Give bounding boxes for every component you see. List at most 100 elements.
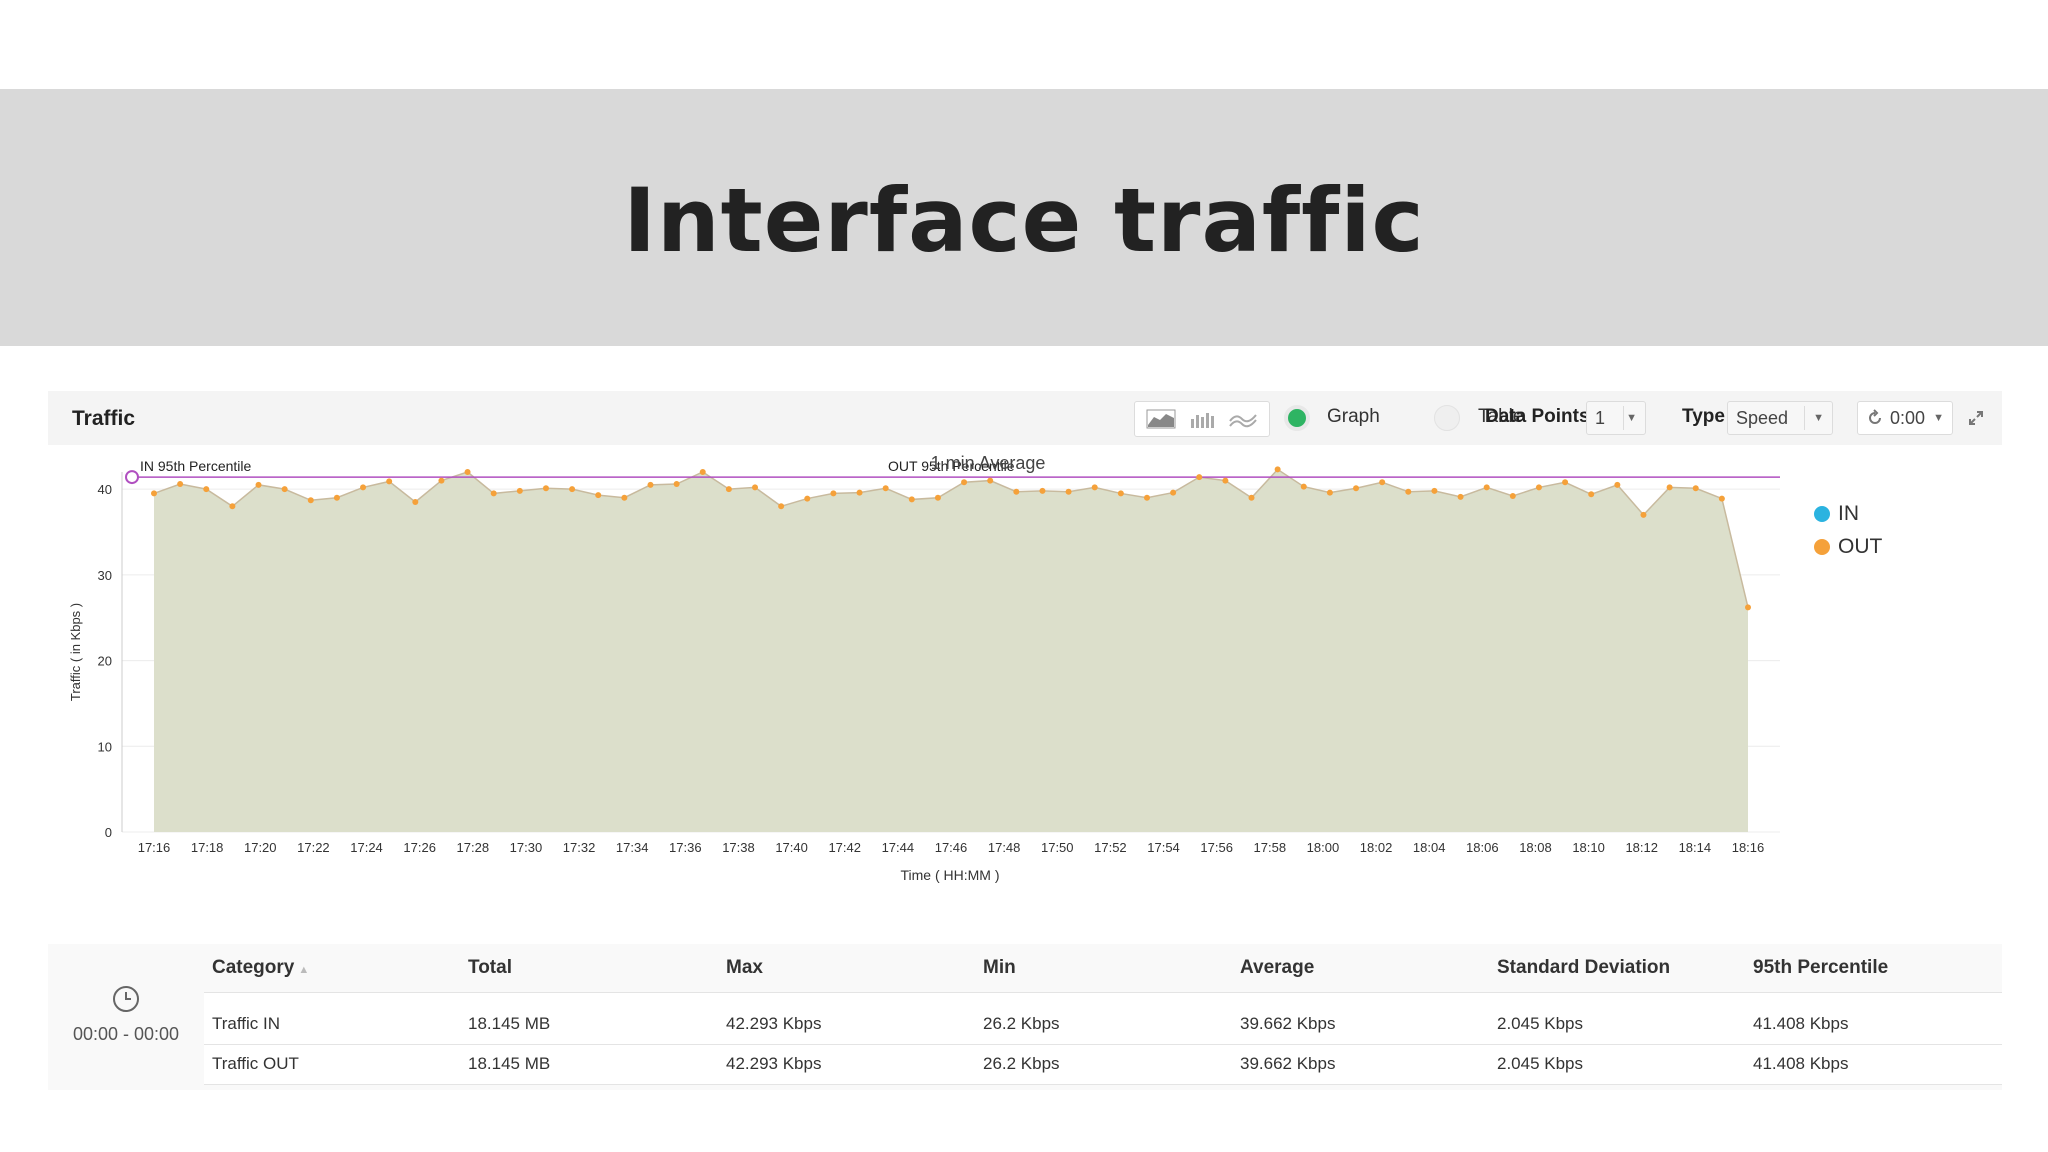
data-point [987, 477, 994, 484]
data-point [621, 494, 628, 501]
data-point [1457, 493, 1464, 500]
legend-out-dot [1814, 539, 1830, 555]
x-tick-label: 17:28 [457, 840, 490, 855]
data-point [595, 492, 602, 499]
data-point [1222, 477, 1229, 484]
data-point [778, 503, 785, 510]
x-tick-label: 17:30 [510, 840, 543, 855]
data-point [1509, 493, 1516, 499]
data-point [1300, 483, 1307, 490]
x-tick-label: 17:56 [1200, 840, 1233, 855]
area-chart-icon[interactable] [1146, 409, 1176, 429]
table-cell: 42.293 Kbps [718, 992, 975, 1045]
traffic-area [154, 469, 1748, 832]
x-tick-label: 18:00 [1307, 840, 1340, 855]
data-point [1640, 511, 1647, 518]
traffic-line [153, 468, 1749, 608]
expand-icon[interactable] [1968, 410, 1984, 426]
data-point [1379, 479, 1386, 486]
stats-header-row: Category ▲ Total Max Min Average Standard… [204, 944, 2002, 993]
column-header-total: Total [460, 944, 718, 993]
table-row: Traffic OUT 18.145 MB 42.293 Kbps 26.2 K… [204, 1044, 2002, 1085]
data-point [333, 494, 340, 501]
data-point [281, 486, 288, 493]
bar-chart-icon[interactable] [1187, 409, 1217, 429]
data-point [1535, 484, 1542, 491]
data-point [255, 481, 262, 488]
y-tick-label: 30 [98, 568, 112, 583]
type-value: Speed [1736, 407, 1789, 428]
table-cell: 39.662 Kbps [1232, 1044, 1489, 1085]
data-point [699, 469, 706, 475]
table-cell: 39.662 Kbps [1232, 992, 1489, 1045]
chart-title: 1 min Average [931, 453, 1046, 473]
slide-banner: Interface traffic [0, 89, 2048, 346]
panel-title: Traffic [72, 407, 136, 430]
data-point [908, 496, 915, 503]
table-cell: Traffic IN [204, 992, 460, 1045]
graph-label: Graph [1327, 406, 1380, 427]
column-header-95th: 95th Percentile [1745, 944, 2002, 993]
data-point [1143, 494, 1150, 501]
table-cell: 26.2 Kbps [975, 992, 1232, 1045]
data-point [752, 484, 759, 491]
column-header-min: Min [975, 944, 1232, 993]
traffic-chart: 0 10 20 30 40 IN 95th Percentile OUT 95th Perc… [48, 452, 2002, 902]
x-tick-label: 17:48 [988, 840, 1021, 855]
in-percentile-label: IN 95th Percentile [140, 458, 251, 474]
refresh-icon [1869, 409, 1881, 424]
column-header-category[interactable]: Category ▲ [204, 944, 460, 993]
x-tick-label: 18:06 [1466, 840, 1499, 855]
data-points-select[interactable]: 1 ▼ [1586, 401, 1646, 435]
data-point [1745, 604, 1751, 611]
data-point [1013, 488, 1020, 495]
chevron-down-icon: ▼ [1813, 412, 1824, 424]
data-point [412, 499, 419, 505]
x-tick-label: 18:14 [1679, 840, 1712, 855]
table-cell: 41.408 Kbps [1745, 1044, 2002, 1085]
x-tick-label: 17:40 [775, 840, 808, 855]
graph-radio[interactable] [1284, 405, 1310, 431]
type-select[interactable]: Speed ▼ [1727, 401, 1833, 435]
line-chart-icon[interactable] [1228, 409, 1258, 429]
x-tick-label: 17:46 [935, 840, 968, 855]
legend-in-label: IN [1838, 502, 1859, 525]
time-range-text: 00:00 - 00:00 [72, 1024, 180, 1044]
chevron-down-icon: ▼ [1626, 412, 1637, 424]
stats-table: Category ▲ Total Max Min Average Standard… [204, 944, 2002, 1085]
x-tick-label: 18:16 [1732, 840, 1765, 855]
table-cell: 18.145 MB [460, 992, 718, 1045]
x-tick-label: 17:32 [563, 840, 596, 855]
table-radio[interactable] [1434, 405, 1460, 431]
time-select[interactable]: 0:00 ▼ [1857, 401, 1953, 435]
x-tick-label: 17:38 [722, 840, 755, 855]
data-point [177, 481, 184, 487]
category-header-label: Category [212, 956, 295, 978]
x-tick-label: 17:52 [1094, 840, 1127, 855]
data-point [386, 478, 393, 485]
data-point [1326, 489, 1333, 496]
legend-in-dot [1814, 506, 1830, 522]
x-tick-label: 17:36 [669, 840, 702, 855]
time-range-block: 00:00 - 00:00 [48, 984, 204, 1045]
x-tick-label: 18:04 [1413, 840, 1446, 855]
x-tick-label: 17:34 [616, 840, 649, 855]
x-tick-label: 18:08 [1519, 840, 1552, 855]
legend-item-out[interactable]: OUT [1814, 535, 1882, 559]
table-cell: 2.045 Kbps [1489, 1044, 1745, 1085]
data-point [1196, 474, 1203, 481]
data-point [1718, 495, 1725, 502]
data-point [360, 484, 367, 491]
y-tick-label: 20 [98, 654, 112, 669]
data-point [961, 479, 968, 486]
data-point [542, 485, 549, 492]
data-point [438, 477, 445, 484]
chart-type-switcher [1134, 401, 1270, 437]
data-point [516, 487, 523, 494]
column-header-max: Max [718, 944, 975, 993]
legend-item-in[interactable]: IN [1814, 502, 1859, 526]
time-value: 0:00 [1890, 407, 1926, 428]
data-point [1588, 491, 1595, 498]
x-tick-label: 17:20 [244, 840, 277, 855]
data-point [725, 486, 732, 493]
